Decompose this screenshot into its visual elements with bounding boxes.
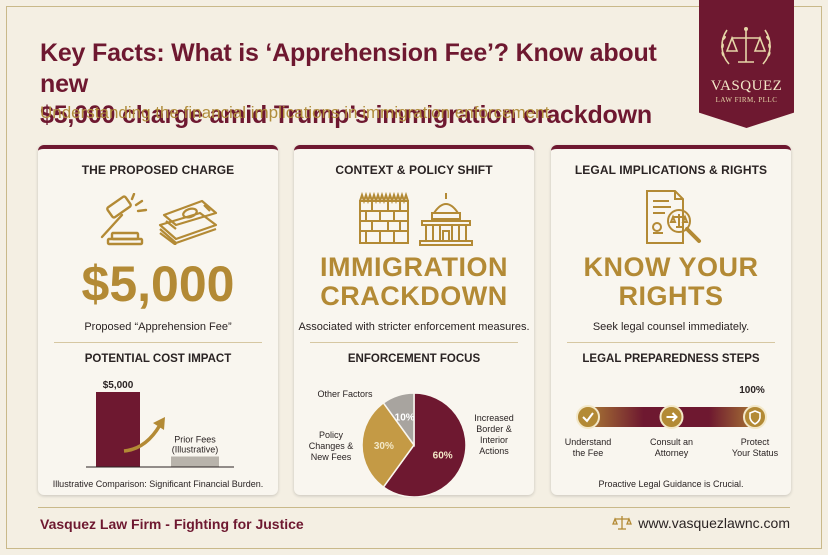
pie-category-0-line-0: Increased bbox=[474, 413, 514, 423]
card-context-policy: CONTEXT & POLICY SHIFT bbox=[294, 145, 534, 497]
card-divider bbox=[567, 342, 775, 343]
footer-divider bbox=[38, 507, 790, 508]
pie-slice-label-2: 10% bbox=[395, 412, 415, 423]
pie-slice-2 bbox=[382, 392, 415, 448]
card-caption: Associated with stricter enforcement mea… bbox=[298, 321, 530, 333]
capitol-building-icon bbox=[419, 193, 473, 246]
pie-slice-0 bbox=[382, 392, 467, 497]
step-label-2-line-2: Your Status bbox=[732, 448, 779, 458]
pie-slice-label-1: 30% bbox=[374, 441, 394, 452]
card-icons bbox=[294, 189, 534, 249]
step-label-1-line-2: Attorney bbox=[655, 448, 689, 458]
pie-category-2: Other Factors bbox=[317, 389, 373, 399]
step-label-1-line-1: Consult an bbox=[650, 437, 693, 447]
pie-category-1-line-0: Policy bbox=[319, 430, 344, 440]
pie-category-1-line-1: Changes & bbox=[309, 441, 354, 451]
bar-label-1-line-0: Prior Fees bbox=[174, 435, 216, 445]
increase-arrow bbox=[123, 424, 162, 453]
legal-document-magnifier-icon bbox=[646, 190, 701, 244]
pie-category-0-line-1: Border & bbox=[476, 424, 512, 434]
card-title: LEGAL IMPLICATIONS & RIGHTS bbox=[574, 163, 768, 177]
cost-impact-bar-chart: $5,000 Prior Fees(Illustrative) bbox=[86, 380, 234, 468]
bar-label-0: $5,000 bbox=[103, 380, 134, 391]
pie-slice-label-0: 60% bbox=[433, 450, 453, 461]
scales-of-justice-laurel-icon bbox=[721, 27, 771, 65]
step-node-0 bbox=[576, 405, 600, 429]
big-line-2: CRACKDOWN bbox=[320, 281, 508, 311]
scales-icon bbox=[612, 516, 633, 530]
pie-category-1-line-2: New Fees bbox=[311, 452, 352, 462]
big-headline: KNOW YOUR RIGHTS bbox=[551, 253, 791, 311]
money-stack-icon bbox=[158, 199, 218, 245]
pie-category-0-line-2: Interior bbox=[480, 435, 508, 445]
arrow-right-icon bbox=[666, 412, 678, 422]
bar-1 bbox=[171, 456, 219, 467]
big-fee-amount: $5,000 bbox=[81, 256, 235, 312]
card-proposed-charge: THE PROPOSED CHARGE bbox=[38, 145, 278, 495]
card-icons bbox=[38, 189, 278, 249]
section-title: LEGAL PREPAREDNESS STEPS bbox=[582, 353, 760, 365]
card-title: THE PROPOSED CHARGE bbox=[81, 163, 235, 177]
website-link[interactable]: www.vasquezlawnc.com bbox=[638, 515, 790, 531]
title-line-2: $5,000 charge amid Trump’s immigration c… bbox=[40, 101, 652, 129]
logo-subname: LAW FIRM, PLLC bbox=[715, 96, 778, 104]
card-footnote: Proactive Legal Guidance is Crucial. bbox=[598, 479, 744, 489]
card-legal-rights: LEGAL IMPLICATIONS & RIGHTS KNOW YOUR bbox=[551, 145, 791, 495]
step-node-2 bbox=[743, 405, 767, 429]
page-subtitle: Understanding the financial implications… bbox=[40, 103, 555, 122]
card-divider bbox=[54, 342, 262, 343]
big-line-1: KNOW YOUR bbox=[583, 252, 759, 282]
section-title: POTENTIAL COST IMPACT bbox=[84, 353, 232, 365]
big-line-2: RIGHTS bbox=[618, 281, 724, 311]
card-footnote: Illustrative Comparison: Significant Fin… bbox=[52, 479, 264, 489]
shield-icon bbox=[749, 410, 761, 425]
bar-label-1-line-1: (Illustrative) bbox=[172, 445, 219, 455]
card-icons bbox=[551, 189, 791, 249]
logo-name: VASQUEZ bbox=[710, 78, 783, 94]
gavel-icon bbox=[100, 193, 148, 246]
big-headline: IMMIGRATION CRACKDOWN bbox=[294, 253, 534, 311]
footer-website[interactable]: www.vasquezlawnc.com bbox=[612, 515, 790, 531]
card-divider bbox=[310, 342, 518, 343]
card-caption: Seek legal counsel immediately. bbox=[592, 321, 750, 333]
big-line-1: IMMIGRATION bbox=[320, 252, 508, 282]
step-label-0-line-2: the Fee bbox=[573, 448, 604, 458]
step-label-0-line-1: Understand bbox=[565, 437, 612, 447]
bar-0 bbox=[96, 392, 140, 467]
progress-label: 100% bbox=[739, 385, 765, 396]
step-label-2-line-1: Protect bbox=[741, 437, 770, 447]
pie-slice-1 bbox=[361, 401, 415, 489]
border-wall-icon bbox=[359, 191, 409, 244]
page-title: Key Facts: What is ‘Apprehension Fee’? K… bbox=[40, 38, 700, 131]
increase-arrowhead bbox=[153, 417, 165, 430]
pie-category-0-line-3: Actions bbox=[479, 446, 509, 456]
card-caption: Proposed “Apprehension Fee” bbox=[84, 321, 232, 333]
section-title: ENFORCEMENT FOCUS bbox=[347, 353, 481, 365]
title-line-1: Key Facts: What is ‘Apprehension Fee’? K… bbox=[40, 39, 657, 98]
footer-tagline: Vasquez Law Firm - Fighting for Justice bbox=[40, 516, 304, 532]
checkmark-icon bbox=[582, 412, 594, 423]
firm-logo: VASQUEZ LAW FIRM, PLLC bbox=[699, 0, 794, 128]
card-title: CONTEXT & POLICY SHIFT bbox=[335, 163, 493, 177]
